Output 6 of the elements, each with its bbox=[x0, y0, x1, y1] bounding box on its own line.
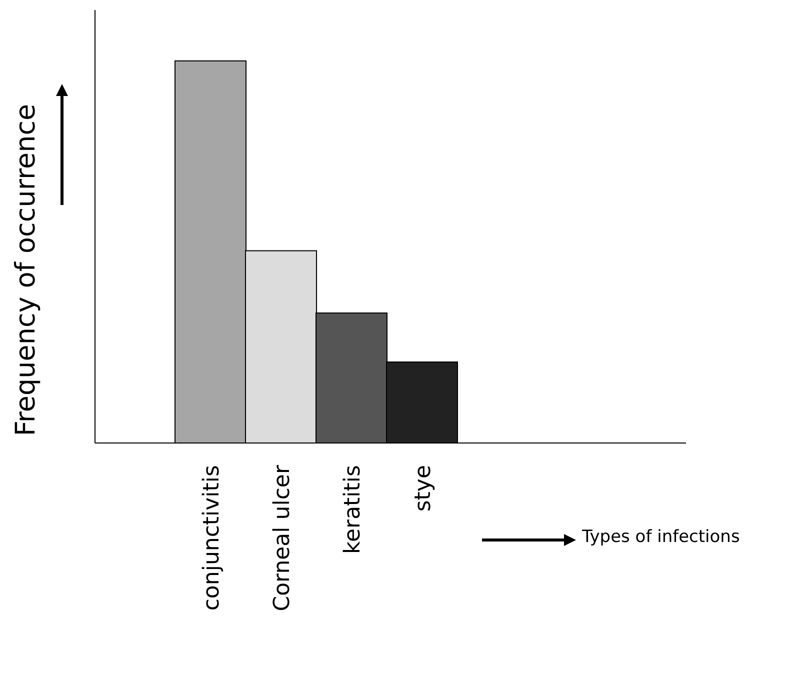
x-tick-label: Corneal ulcer bbox=[270, 464, 295, 612]
y-axis-title: Frequency of occurrence bbox=[10, 104, 42, 436]
text: Types of infections bbox=[582, 527, 740, 547]
x-tick-label: conjunctivitis bbox=[199, 465, 224, 611]
x-tick-label: keratitis bbox=[340, 465, 366, 554]
x-tick-label: stye bbox=[410, 465, 436, 512]
